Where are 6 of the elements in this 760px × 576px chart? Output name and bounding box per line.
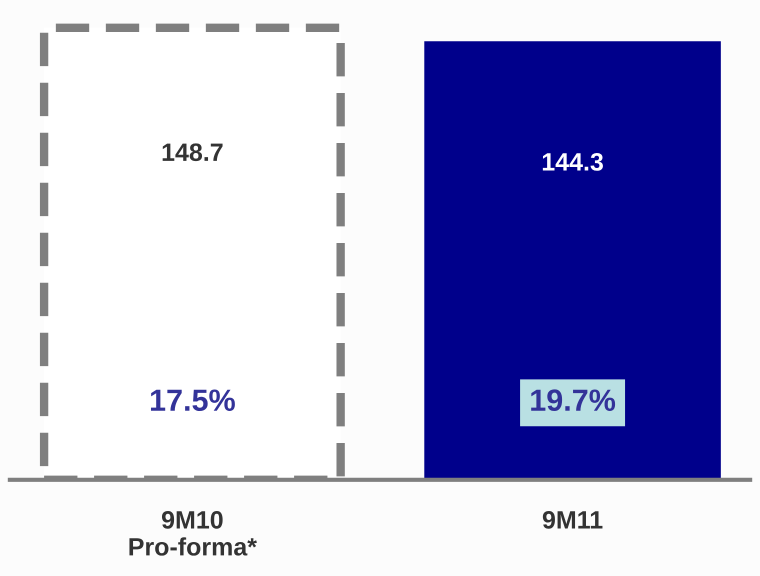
annotation: 17.5% — [150, 389, 235, 412]
x-tick-label: 9M10 Pro-forma* — [129, 511, 257, 556]
data-label: 144.3 — [542, 153, 603, 171]
data-label: 148.7 — [162, 143, 223, 162]
annotation: 19.7% — [531, 389, 616, 412]
x-tick-label: 9M11 — [542, 511, 602, 529]
